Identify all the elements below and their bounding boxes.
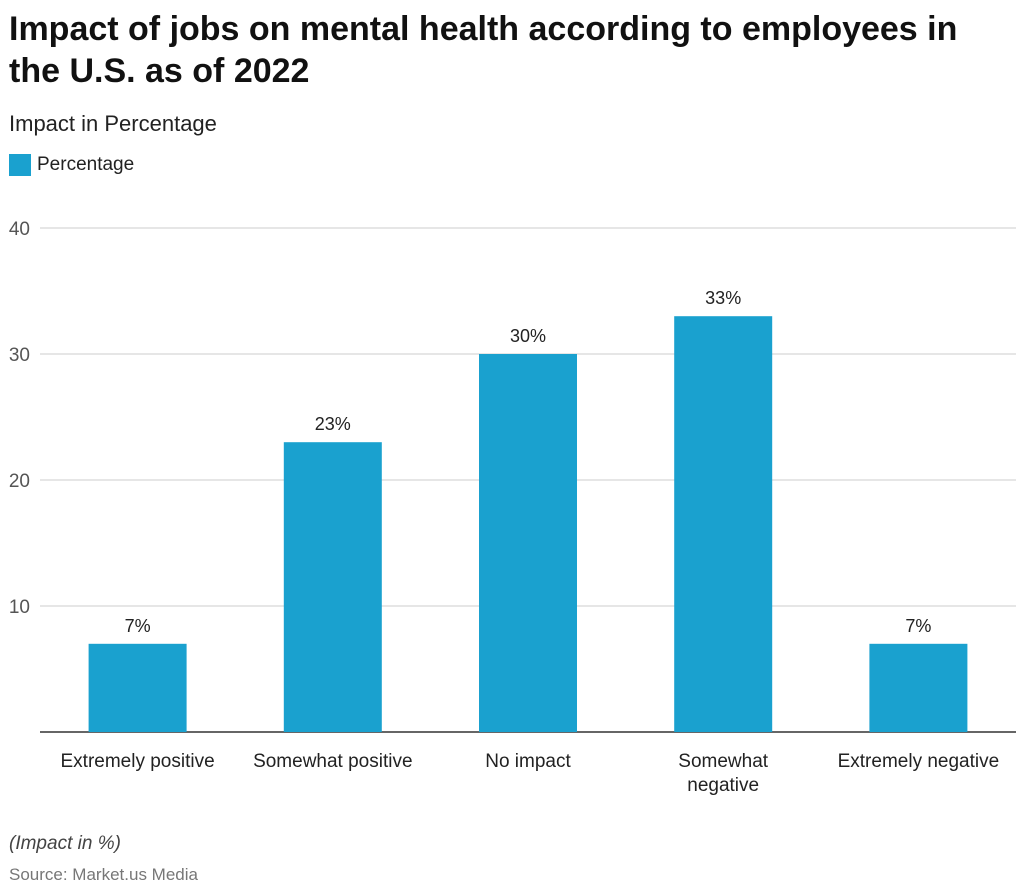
legend-label: Percentage <box>37 154 135 175</box>
legend: Percentage <box>9 154 134 176</box>
source-text: Source: Market.us Media <box>9 865 198 884</box>
bar <box>674 316 773 732</box>
y-tick-label: 30 <box>9 345 30 366</box>
data-label: 7% <box>125 616 151 636</box>
legend-swatch <box>9 154 31 176</box>
x-category-label: No impact <box>485 751 571 772</box>
bar <box>88 643 187 732</box>
y-tick-label: 40 <box>9 219 30 240</box>
data-label: 30% <box>510 326 546 346</box>
x-category-label: Somewhat positive <box>253 751 412 772</box>
data-label: 7% <box>905 616 931 636</box>
y-tick-label: 20 <box>9 471 30 492</box>
chart-title: Impact of jobs on mental health accordin… <box>9 10 958 90</box>
bar <box>283 442 382 732</box>
data-label: 33% <box>705 288 741 308</box>
chart-subtitle: Impact in Percentage <box>9 111 217 136</box>
bar <box>869 643 968 732</box>
x-category-label: Extremely negative <box>838 751 1000 772</box>
x-category-label: Extremely positive <box>61 751 215 772</box>
footer-note: (Impact in %) <box>9 833 121 854</box>
y-tick-label: 10 <box>9 597 30 618</box>
data-label: 23% <box>315 414 351 434</box>
x-category-label: Somewhat negative <box>678 751 768 796</box>
bar <box>479 354 577 732</box>
